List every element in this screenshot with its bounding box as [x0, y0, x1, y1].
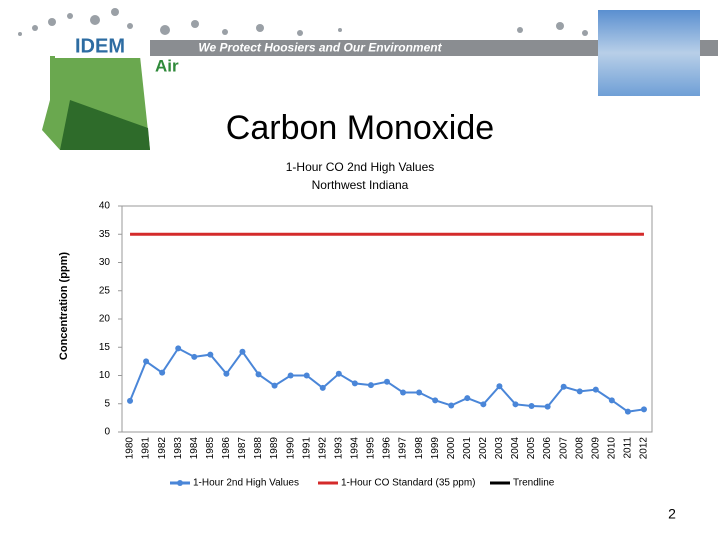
- legend-label: Trendline: [513, 478, 555, 489]
- x-tick-label: 2005: [526, 437, 537, 460]
- point: [319, 384, 326, 391]
- x-tick-label: 1992: [317, 437, 328, 460]
- point: [287, 372, 294, 379]
- y-tick-label: 10: [99, 370, 111, 381]
- x-tick-label: 1987: [237, 437, 248, 460]
- x-tick-label: 1998: [414, 437, 425, 460]
- x-tick-label: 1984: [189, 437, 200, 460]
- point: [351, 380, 358, 387]
- x-tick-label: 2004: [510, 437, 521, 460]
- point: [560, 383, 567, 390]
- x-tick-label: 2009: [590, 437, 601, 460]
- point: [367, 382, 374, 389]
- point: [480, 401, 487, 408]
- x-tick-label: 2000: [446, 437, 457, 460]
- legend-label: 1-Hour CO Standard (35 ppm): [341, 478, 476, 489]
- point: [207, 351, 214, 358]
- banner-bar: [150, 40, 718, 56]
- point: [416, 389, 423, 396]
- y-tick-label: 40: [99, 201, 111, 212]
- point: [159, 369, 166, 376]
- sky-image: [598, 10, 700, 96]
- x-tick-label: 1989: [269, 437, 280, 460]
- point: [384, 378, 390, 385]
- x-tick-label: 1991: [301, 437, 312, 460]
- point: [303, 372, 310, 379]
- chart-title: 1-Hour CO 2nd High Values: [286, 160, 435, 174]
- y-axis-label: Concentration (ppm): [58, 252, 70, 360]
- x-tick-label: 1996: [382, 437, 393, 460]
- legend-marker: [177, 480, 183, 486]
- x-tick-label: 1995: [366, 437, 377, 460]
- dots: [18, 8, 588, 36]
- y-tick-label: 25: [99, 285, 111, 296]
- point: [255, 371, 262, 378]
- logo-box: [55, 36, 145, 58]
- page-number: 2: [668, 506, 676, 522]
- x-tick-label: 2012: [639, 437, 650, 460]
- x-tick-label: 2003: [494, 437, 505, 460]
- y-tick-label: 20: [99, 314, 111, 325]
- point: [400, 389, 407, 396]
- slide-title: Carbon Monoxide: [226, 109, 494, 147]
- logo-text: IDEM: [75, 35, 125, 57]
- point: [239, 348, 246, 355]
- x-tick-label: 1981: [141, 437, 152, 460]
- point: [528, 403, 535, 410]
- point: [544, 403, 551, 410]
- x-tick-label: 1983: [173, 437, 184, 460]
- point: [432, 397, 439, 404]
- x-tick-label: 2007: [558, 437, 569, 460]
- point: [576, 388, 583, 395]
- x-tick-label: 2008: [574, 437, 585, 460]
- section-label: Air: [155, 56, 179, 75]
- chart-subtitle: Northwest Indiana: [312, 178, 409, 192]
- x-tick-label: 2002: [478, 437, 489, 460]
- y-tick-label: 35: [99, 229, 111, 240]
- point: [127, 397, 134, 404]
- x-tick-label: 1985: [205, 437, 216, 460]
- point: [143, 358, 150, 365]
- x-tick-label: 1997: [398, 437, 409, 460]
- x-tick-label: 2011: [623, 437, 634, 459]
- x-tick-label: 1988: [253, 437, 264, 460]
- point: [496, 383, 503, 390]
- legend-label: 1-Hour 2nd High Values: [193, 478, 299, 489]
- y-tick-label: 30: [99, 257, 111, 268]
- plot-area: [121, 205, 653, 433]
- x-tick-label: 2001: [462, 437, 473, 460]
- x-tick-label: 1986: [221, 437, 232, 460]
- point: [335, 370, 342, 377]
- point: [464, 395, 471, 402]
- point: [191, 353, 198, 360]
- x-tick-label: 1993: [333, 437, 344, 460]
- banner-text: We Protect Hoosiers and Our Environment: [198, 41, 442, 55]
- header: We Protect Hoosiers and Our Environment …: [18, 8, 718, 150]
- y-tick-label: 0: [104, 427, 110, 438]
- point: [592, 386, 599, 393]
- x-tick-label: 2010: [606, 437, 617, 460]
- x-tick-label: 1994: [350, 437, 361, 460]
- point: [448, 402, 455, 409]
- point: [512, 401, 519, 408]
- x-tick-label: 2006: [542, 437, 553, 460]
- point: [640, 406, 647, 413]
- logo-fields: [60, 100, 150, 150]
- x-tick-label: 1990: [285, 437, 296, 460]
- point: [624, 408, 631, 415]
- point: [608, 397, 615, 404]
- x-tick-label: 1982: [157, 437, 168, 460]
- x-tick-label: 1980: [125, 437, 136, 460]
- point: [223, 370, 230, 377]
- x-tick-label: 1999: [430, 437, 441, 460]
- y-tick-label: 15: [99, 342, 111, 353]
- y-tick-label: 5: [104, 398, 110, 409]
- point: [175, 345, 182, 352]
- point: [271, 382, 278, 389]
